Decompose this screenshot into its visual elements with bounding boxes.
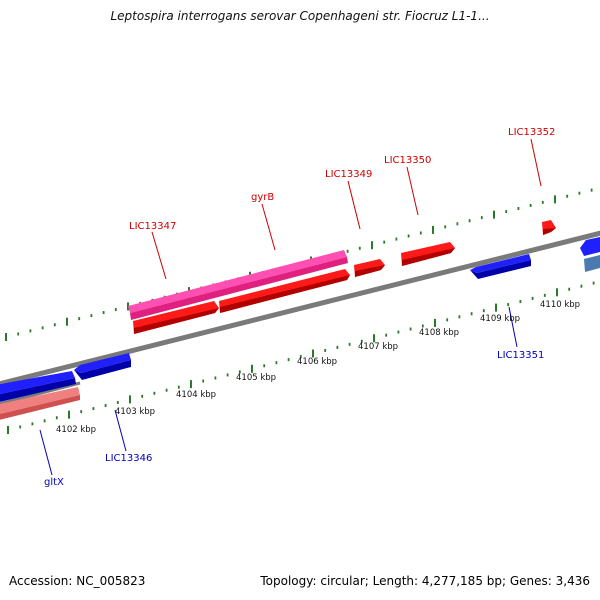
leader-line-lic13351 xyxy=(508,306,518,348)
gene-lic13352-feature[interactable] xyxy=(542,220,556,235)
backbone-line xyxy=(0,230,600,387)
scale-label-4106: 4106 kbp xyxy=(297,357,337,367)
gene-gyrb-feature[interactable] xyxy=(219,269,350,313)
gene-lic13347-feature[interactable] xyxy=(128,250,348,320)
gene-lic13346-feature[interactable] xyxy=(74,353,131,380)
gene-right-edge-steel-feature[interactable] xyxy=(584,255,600,272)
gene-lic13350-feature[interactable] xyxy=(401,242,455,266)
leader-line-lic13350 xyxy=(406,166,419,216)
scale-label-4104: 4104 kbp xyxy=(176,390,216,400)
gene-lic13347-red-feature[interactable] xyxy=(133,301,219,334)
leader-line-gltx xyxy=(39,429,53,476)
scale-label-4109: 4109 kbp xyxy=(480,314,520,324)
scale-label-4102: 4102 kbp xyxy=(56,425,96,435)
scale-label-4103: 4103 kbp xyxy=(115,407,155,417)
tick-row-lower xyxy=(7,281,595,434)
gene-label-lic13346[interactable]: LIC13346 xyxy=(105,453,152,464)
genome-stats-text: Topology: circular; Length: 4,277,185 bp… xyxy=(260,574,590,588)
gene-gltx-feature[interactable] xyxy=(0,371,76,403)
gene-label-gyrb[interactable]: gyrB xyxy=(251,192,274,203)
leader-line-gyrb xyxy=(261,203,276,251)
gene-right-edge-feature[interactable] xyxy=(580,237,600,256)
scale-label-4107: 4107 kbp xyxy=(358,342,398,352)
leader-line-lic13346 xyxy=(114,409,127,452)
gene-label-lic13349[interactable]: LIC13349 xyxy=(325,169,372,180)
backbone-line-lower xyxy=(0,381,81,406)
gene-salmon-feature[interactable] xyxy=(0,387,80,421)
gene-label-lic13352[interactable]: LIC13352 xyxy=(508,127,555,138)
leader-line-lic13349 xyxy=(347,180,361,230)
gene-label-lic13351[interactable]: LIC13351 xyxy=(497,350,544,361)
genome-title: Leptospira interrogans serovar Copenhage… xyxy=(110,9,490,23)
leader-line-lic13347 xyxy=(151,231,167,280)
scale-label-4105: 4105 kbp xyxy=(236,373,276,383)
gene-lic13351-feature[interactable] xyxy=(470,254,531,279)
gene-lic13349-feature[interactable] xyxy=(354,259,385,277)
accession-text: Accession: NC_005823 xyxy=(9,574,146,588)
leader-line-lic13352 xyxy=(530,138,542,187)
scale-label-4108: 4108 kbp xyxy=(419,328,459,338)
tick-row-upper xyxy=(5,188,593,341)
gene-label-lic13350[interactable]: LIC13350 xyxy=(384,155,431,166)
scale-label-4110: 4110 kbp xyxy=(540,300,580,310)
gene-label-gltx[interactable]: gltX xyxy=(44,477,64,488)
gene-label-lic13347[interactable]: LIC13347 xyxy=(129,221,176,232)
